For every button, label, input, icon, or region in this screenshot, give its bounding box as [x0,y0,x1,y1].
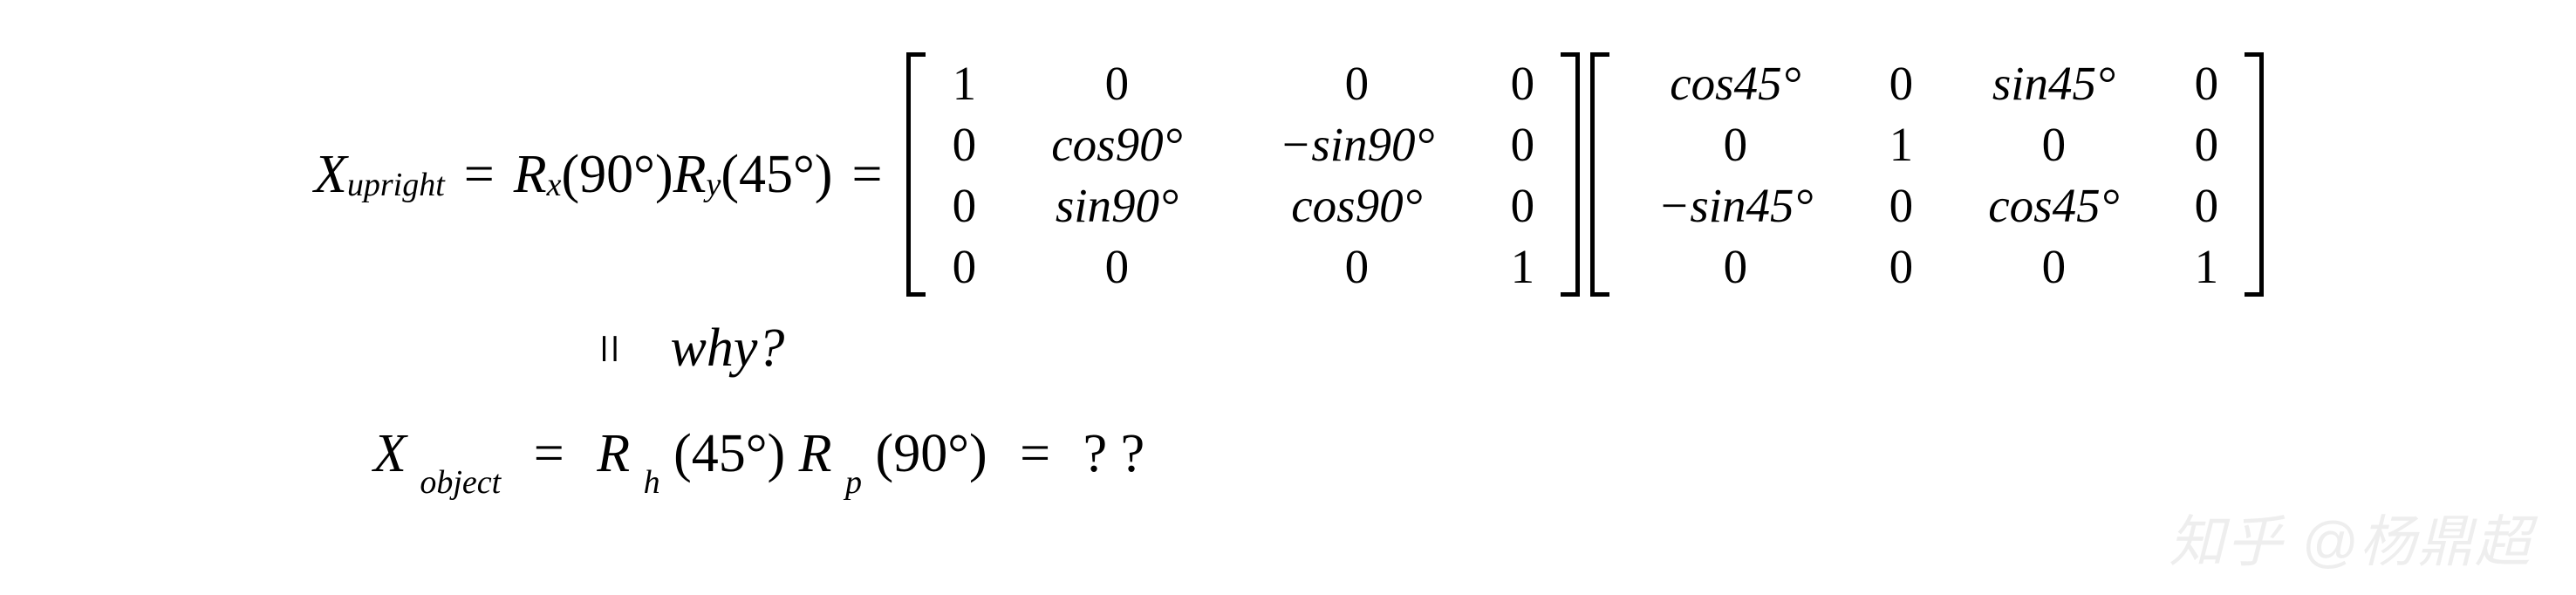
cell: 0 [1345,56,1370,111]
var-X: X [373,424,407,483]
R-symbol: R [799,424,832,483]
cell: 0 [1511,117,1535,172]
cell: 0 [953,117,977,172]
cell: 0 [953,178,977,233]
cell: 1 [1889,117,1914,172]
cell: 0 [2195,178,2219,233]
Rx-term: R x (90°) [514,144,673,206]
cell: sin45° [1992,56,2115,111]
bracket-right-icon [2245,52,2264,297]
subscript-p: p [845,464,862,501]
subscript-h: h [644,464,660,501]
cell: 0 [2195,56,2219,111]
cell: 0 [2195,117,2219,172]
subscript-object: object [420,464,501,501]
var-X: X [314,144,347,206]
cell: 0 [953,239,977,294]
bracket-left-icon [906,52,926,297]
R-symbol: R [514,144,547,206]
cell: sin90° [1056,178,1179,233]
Ry-term: R y (45°) [673,144,833,206]
watermark-text: 知乎 @杨鼎超 [2169,497,2532,578]
R-symbol: R [597,424,630,483]
cell: 0 [1105,56,1130,111]
cell: 0 [1889,239,1914,294]
matrix-1: 1 0 0 0 0 cos90° −sin90° 0 0 sin90° cos9… [906,52,1580,297]
cell: 0 [1724,117,1748,172]
cell: 0 [1105,239,1130,294]
cell: 1 [1511,239,1535,294]
equals: = [534,424,564,483]
cell: cos90° [1051,117,1182,172]
arg-45: (45°) [721,144,832,206]
arg-90: (90°) [876,424,987,483]
R-symbol: R [673,144,707,206]
equation-block: X upright = R x (90°) R y (45°) = 1 0 0 … [314,52,2269,491]
cell: cos45° [1670,56,1800,111]
equals-1: = [464,144,495,206]
subscript-upright: upright [347,166,445,204]
matrix-1-cells: 1 0 0 0 0 cos90° −sin90° 0 0 sin90° cos9… [926,52,1561,297]
lhs: X upright [314,144,445,206]
cell: 1 [2195,239,2219,294]
cell: 0 [1345,239,1370,294]
cell: 0 [1511,56,1535,111]
cell: 0 [1724,239,1748,294]
cell: 0 [2042,239,2067,294]
cell: 0 [1889,56,1914,111]
equals: = [1020,424,1050,483]
cell: −sin45° [1657,178,1813,233]
equation-1: X upright = R x (90°) R y (45°) = 1 0 0 … [314,52,2269,297]
subscript-y: y [706,166,721,204]
vertical-equals-icon: = [577,333,639,364]
cell: 0 [1511,178,1535,233]
why-line: = why? [593,318,2269,380]
matrix-2-cells: cos45° 0 sin45° 0 0 1 0 0 −sin45° 0 cos4… [1609,52,2245,297]
cell: 1 [953,56,977,111]
cell: cos45° [1988,178,2119,233]
bracket-left-icon [1590,52,1609,297]
equation-2: X object = R h (45°) R p (90°) = ? ? [373,423,2269,491]
cell: 0 [1889,178,1914,233]
unknown-result: ? ? [1083,424,1145,483]
arg-45: (45°) [673,424,785,483]
cell: 0 [2042,117,2067,172]
cell: −sin90° [1279,117,1434,172]
arg-90: (90°) [562,144,673,206]
subscript-x: x [547,166,562,204]
bracket-right-icon [1561,52,1580,297]
matrix-2: cos45° 0 sin45° 0 0 1 0 0 −sin45° 0 cos4… [1590,52,2264,297]
cell: cos90° [1291,178,1422,233]
equals-2: = [851,144,882,206]
why-text: why? [670,318,784,378]
